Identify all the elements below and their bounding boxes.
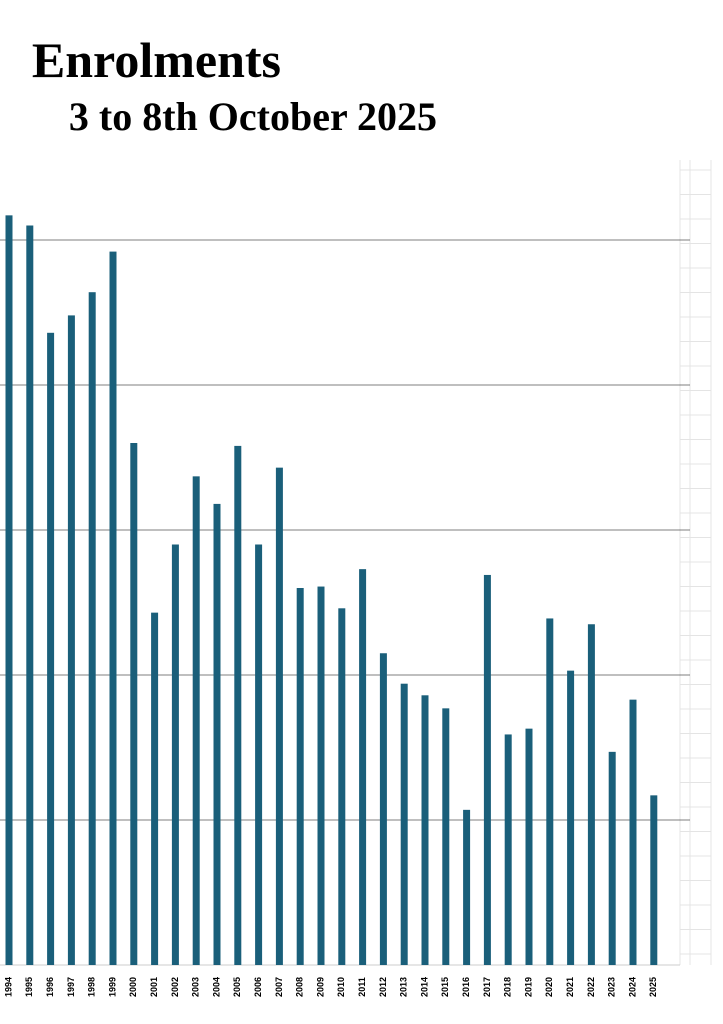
bar: [483, 574, 491, 965]
bar: [192, 476, 200, 965]
bar: [463, 809, 471, 965]
bar: [5, 215, 13, 966]
x-tick-label: 2022: [586, 977, 596, 997]
x-tick-label: 2011: [357, 977, 367, 997]
bar: [234, 445, 242, 965]
x-tick-label: 1997: [66, 977, 76, 997]
bar: [359, 569, 367, 965]
x-tick-label: 2001: [149, 977, 159, 997]
x-tick-label: 2010: [336, 977, 346, 997]
chart-title: Enrolments: [32, 32, 281, 88]
x-tick-label: 2002: [170, 977, 180, 997]
x-tick-label: 2008: [295, 977, 305, 997]
x-tick-label: 2003: [191, 977, 201, 997]
x-tick-label: 2009: [315, 977, 325, 997]
bar: [504, 734, 512, 965]
x-tick-label: 2012: [378, 977, 388, 997]
x-tick-label: 2025: [648, 977, 658, 997]
bar: [47, 332, 55, 965]
x-tick-label: 2006: [253, 977, 263, 997]
bar: [26, 225, 34, 965]
x-tick-label: 2004: [211, 977, 221, 997]
bar: [109, 251, 117, 966]
bar: [275, 467, 283, 965]
bar: [338, 608, 346, 965]
x-tick-label: 1998: [87, 977, 97, 997]
x-tick-label: 2017: [482, 977, 492, 997]
x-tick-label: 2015: [440, 977, 450, 997]
bar: [151, 612, 159, 965]
bar: [525, 728, 533, 965]
bar: [213, 503, 221, 965]
bar: [629, 699, 637, 965]
bar: [130, 443, 138, 965]
x-tick-label: 1999: [107, 977, 117, 997]
bar: [317, 586, 325, 965]
bar: [567, 670, 575, 965]
bar: [587, 624, 595, 965]
bar: [421, 695, 429, 965]
x-tick-label: 2014: [419, 977, 429, 997]
bar: [171, 544, 179, 965]
bar: [67, 315, 75, 965]
x-tick-label: 2005: [232, 977, 242, 997]
x-tick-label: 2021: [565, 977, 575, 997]
bar: [608, 751, 616, 965]
x-tick-label: 2007: [274, 977, 284, 997]
x-tick-label: 2000: [128, 977, 138, 997]
x-tick-label: 1996: [45, 977, 55, 997]
x-tick-label: 2023: [607, 977, 617, 997]
bar: [255, 544, 263, 965]
x-tick-label: 2019: [523, 977, 533, 997]
bar: [88, 292, 96, 965]
x-tick-label: 2018: [503, 977, 513, 997]
bar: [296, 588, 304, 965]
bar: [400, 683, 408, 965]
x-tick-label: 1995: [24, 977, 34, 997]
bar: [442, 708, 450, 965]
chart-subtitle: 3 to 8th October 2025: [69, 94, 437, 139]
x-tick-label: 2013: [399, 977, 409, 997]
bar: [379, 653, 387, 965]
x-tick-label: 1994: [3, 977, 13, 997]
x-tick-label: 2024: [627, 977, 637, 997]
x-tick-label: 2020: [544, 977, 554, 997]
bar: [650, 795, 658, 965]
bar: [546, 618, 554, 965]
x-tick-label: 2016: [461, 977, 471, 997]
